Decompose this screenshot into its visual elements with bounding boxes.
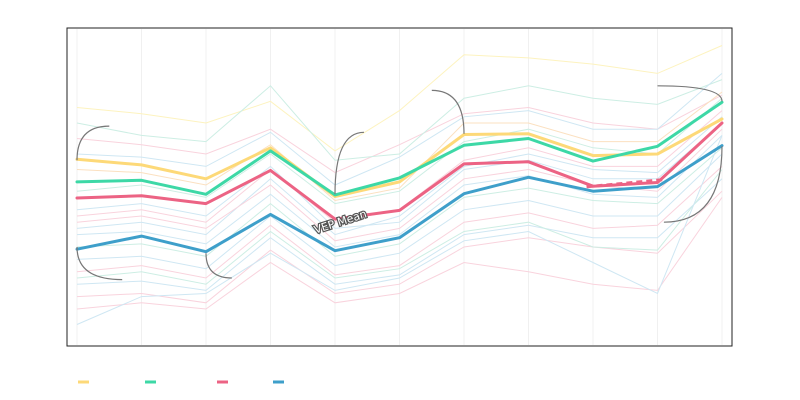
callout-connector-6 bbox=[663, 146, 723, 223]
background-line-1 bbox=[76, 94, 723, 174]
main-series-layer bbox=[75, 100, 724, 254]
background-line-5 bbox=[76, 97, 723, 205]
background-line-7 bbox=[76, 116, 723, 236]
series-line-3 bbox=[75, 144, 724, 254]
background-line-18 bbox=[76, 135, 723, 325]
annotation-vep-mean: VEP Mean bbox=[312, 207, 368, 236]
callout-connector-1 bbox=[76, 246, 123, 281]
background-line-14 bbox=[76, 178, 723, 291]
callout-connector-4 bbox=[431, 89, 465, 134]
callout-connector-0 bbox=[76, 125, 110, 161]
background-line-13 bbox=[76, 166, 723, 279]
background-line-2 bbox=[76, 79, 723, 161]
background-line-12 bbox=[76, 153, 723, 270]
series-line-1 bbox=[75, 100, 724, 197]
background-line-16 bbox=[76, 169, 723, 285]
callout-connector-2 bbox=[205, 253, 232, 279]
background-line-15 bbox=[76, 190, 723, 304]
series-line-2 bbox=[75, 121, 724, 221]
background-line-11 bbox=[76, 147, 723, 257]
callout-connector-3 bbox=[334, 131, 365, 195]
background-line-9 bbox=[76, 128, 723, 242]
annotation-layer: VEP Mean bbox=[311, 206, 369, 238]
background-line-17 bbox=[76, 197, 723, 310]
background-line-3 bbox=[76, 73, 723, 186]
background-line-8 bbox=[76, 122, 723, 229]
background-line-10 bbox=[76, 135, 723, 248]
callout-layer bbox=[76, 85, 723, 281]
plot-frame bbox=[66, 27, 733, 347]
callout-connector-5 bbox=[657, 85, 723, 102]
background-line-4 bbox=[76, 91, 723, 202]
background-line-0 bbox=[76, 45, 723, 152]
series-dashed-segment bbox=[586, 178, 665, 189]
